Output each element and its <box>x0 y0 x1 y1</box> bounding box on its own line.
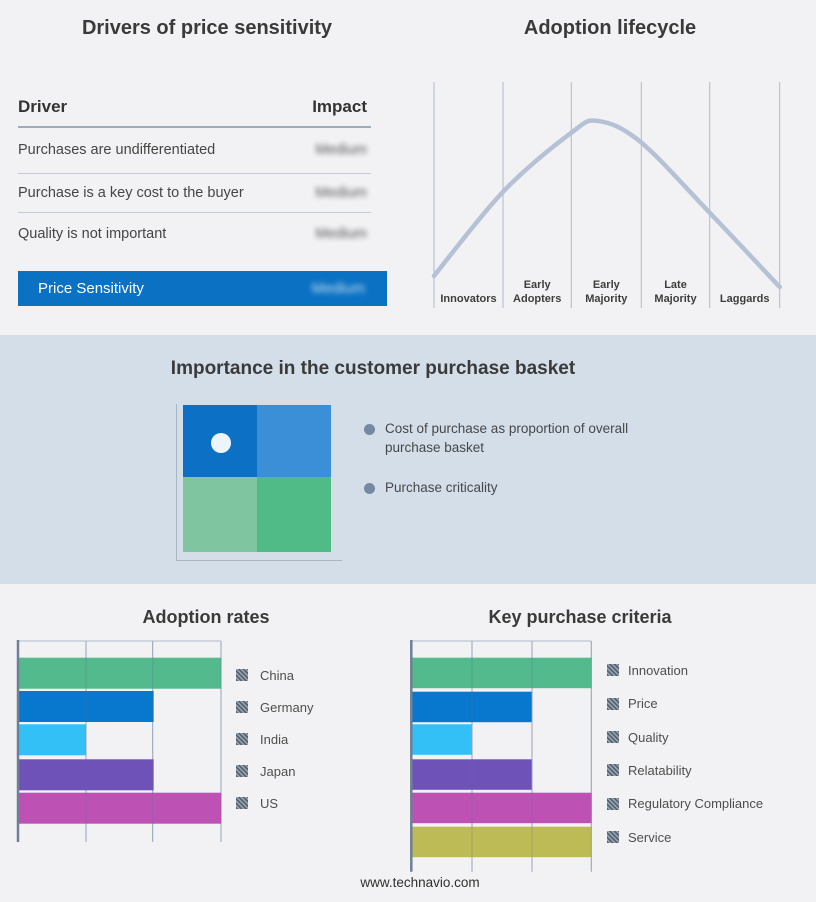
quadrant-bottom-left <box>183 477 257 552</box>
legend-item-innovation: Innovation <box>607 662 688 678</box>
driver-cell: Purchases are undifferentiated <box>18 142 216 158</box>
drivers-panel-title: Drivers of price sensitivity <box>81 17 333 39</box>
purchase-basket-band <box>0 335 816 584</box>
quadrant-top-right <box>257 405 331 477</box>
table-row: Purchase is a key cost to the buyer Medi… <box>18 173 371 212</box>
legend-label: Regulatory Compliance <box>628 796 764 812</box>
legend-item-regulatory-compliance: Regulatory Compliance <box>607 796 763 812</box>
legend-label: Japan <box>260 763 296 779</box>
legend-item-service: Service <box>607 829 671 845</box>
legend-swatch-icon <box>607 831 619 843</box>
table-row: Quality is not important Medium <box>18 212 371 256</box>
quadrant-axis <box>176 404 342 561</box>
legend-swatch-icon <box>607 731 619 743</box>
bullet-item: Cost of purchase as proportion of overal… <box>364 419 647 457</box>
key-purchase-criteria-chart <box>410 640 592 872</box>
legend-item-germany: Germany <box>236 699 313 715</box>
quadrant-marker-dot <box>211 433 231 453</box>
legend-swatch-icon <box>236 765 248 777</box>
quadrant-bottom-right <box>257 477 331 552</box>
legend-item-japan: Japan <box>236 763 295 779</box>
legend-label: Relatability <box>628 762 692 778</box>
basket-band-title: Importance in the customer purchase bask… <box>170 358 576 379</box>
impact-cell-blurred: Medium <box>315 184 367 201</box>
bullet-text: Cost of purchase as proportion of overal… <box>385 421 629 455</box>
legend-swatch-icon <box>236 733 248 745</box>
legend-label: Quality <box>628 729 669 745</box>
legend-item-quality: Quality <box>607 729 668 745</box>
legend-label: Innovation <box>628 662 688 678</box>
price-sensitivity-highlight-row: Price Sensitivity Medium <box>18 271 387 306</box>
driver-column-header: Driver <box>18 97 68 116</box>
driver-cell: Purchase is a key cost to the buyer <box>18 184 244 201</box>
drivers-table-header: Driver Impact <box>18 94 371 120</box>
table-header-divider <box>18 126 371 128</box>
legend-swatch-icon <box>607 797 619 810</box>
adoption-rates-title: Adoption rates <box>142 607 270 627</box>
lifecycle-label-late-majority: Late Majority <box>654 279 697 305</box>
legend-swatch-icon <box>236 797 248 809</box>
bullet-item: Purchase criticality <box>364 478 498 497</box>
quadrant-graphic <box>183 405 331 552</box>
price-sensitivity-label: Price Sensitivity <box>38 280 144 297</box>
impact-cell-blurred: Medium <box>311 280 365 297</box>
legend-swatch-icon <box>607 664 619 676</box>
key-purchase-criteria-title: Key purchase criteria <box>488 607 672 627</box>
impact-cell-blurred: Medium <box>315 142 367 158</box>
driver-cell: Quality is not important <box>18 226 167 242</box>
adoption-rates-chart <box>16 640 222 842</box>
legend-swatch-icon <box>607 764 619 777</box>
adoption-lifecycle-chart <box>431 82 782 308</box>
legend-label: Service <box>628 829 672 845</box>
bullet-icon <box>364 483 375 494</box>
bullet-text: Purchase criticality <box>385 480 498 495</box>
impact-column-header: Impact <box>312 97 367 116</box>
legend-item-us: US <box>236 795 278 811</box>
legend-item-price: Price <box>607 696 658 712</box>
lifecycle-panel-title: Adoption lifecycle <box>523 17 697 39</box>
lifecycle-label-early-majority: Early Majority <box>585 279 628 305</box>
legend-label: India <box>260 731 289 747</box>
legend-swatch-icon <box>236 701 248 713</box>
legend-label: Germany <box>260 699 314 715</box>
lifecycle-label-laggards: Laggards <box>719 292 770 305</box>
impact-cell-blurred: Medium <box>315 226 367 242</box>
legend-item-china: China <box>236 667 294 683</box>
lifecycle-label-early-adopters: Early Adopters <box>513 279 562 305</box>
legend-item-relatability: Relatability <box>607 762 692 778</box>
table-row-divider <box>18 173 371 174</box>
legend-label: US <box>260 795 279 811</box>
bullet-icon <box>364 424 375 435</box>
footer-url: www.technavio.com <box>360 875 480 890</box>
legend-label: Price <box>628 696 658 712</box>
legend-swatch-icon <box>236 669 248 681</box>
lifecycle-label-innovators: Innovators <box>440 292 497 305</box>
legend-swatch-icon <box>607 697 619 710</box>
legend-item-india: India <box>236 731 288 747</box>
legend-label: China <box>260 667 294 683</box>
table-row-divider <box>18 212 371 213</box>
table-row: Purchases are undifferentiated Medium <box>18 127 371 173</box>
